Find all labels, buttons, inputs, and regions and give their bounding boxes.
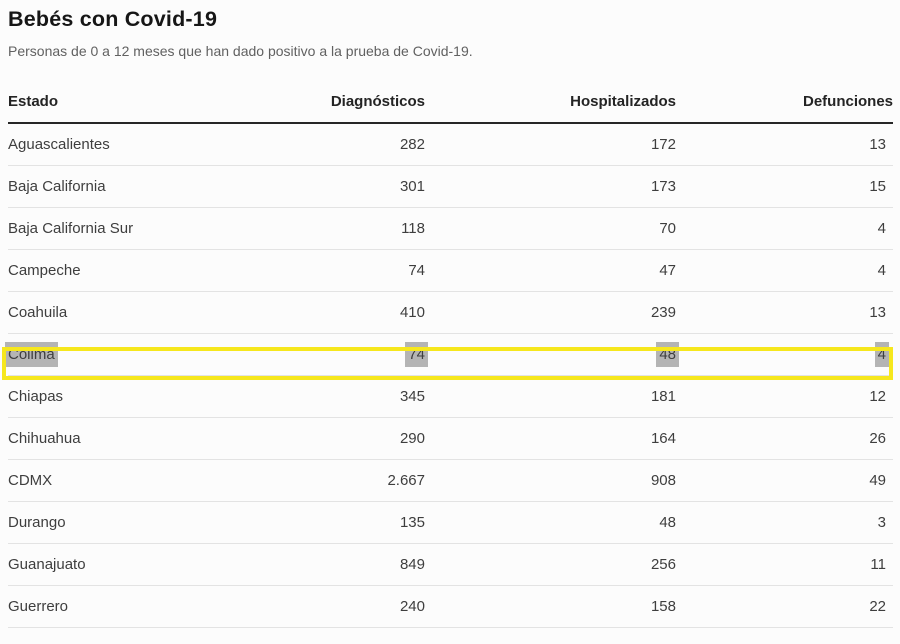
table-row: Chiapas 345 181 12 bbox=[8, 375, 893, 418]
table-row: CDMX 2.667 908 49 bbox=[8, 459, 893, 502]
cell-diagnosticos: 410 bbox=[308, 291, 425, 334]
highlighted-cell-text: 74 bbox=[405, 341, 428, 367]
cell-estado: Campeche bbox=[8, 249, 308, 292]
cell-hospitalizados: 48 bbox=[425, 333, 679, 376]
highlighted-cell-text: 4 bbox=[874, 341, 889, 367]
cell-diagnosticos: 290 bbox=[308, 417, 425, 460]
column-header-diagnosticos: Diagnósticos bbox=[308, 94, 425, 124]
cell-diagnosticos: 2.667 bbox=[308, 459, 425, 502]
cell-hospitalizados: 158 bbox=[425, 585, 676, 628]
cell-hospitalizados: 172 bbox=[425, 123, 676, 166]
cell-diagnosticos: 345 bbox=[308, 375, 425, 418]
cell-defunciones: 26 bbox=[676, 417, 893, 460]
cell-estado: Baja California Sur bbox=[8, 207, 308, 250]
cell-estado: Colima bbox=[5, 333, 308, 376]
cell-diagnosticos: 74 bbox=[308, 333, 428, 376]
cell-defunciones: 49 bbox=[676, 459, 893, 502]
cell-hospitalizados: 908 bbox=[425, 459, 676, 502]
chart-subtitle: Personas de 0 a 12 meses que han dado po… bbox=[8, 43, 473, 59]
cell-hospitalizados: 181 bbox=[425, 375, 676, 418]
cell-hospitalizados: 70 bbox=[425, 207, 676, 250]
cell-diagnosticos: 301 bbox=[308, 165, 425, 208]
cell-estado: Chihuahua bbox=[8, 417, 308, 460]
table-row: Chihuahua 290 164 26 bbox=[8, 417, 893, 460]
table-row: Baja California Sur 118 70 4 bbox=[8, 207, 893, 250]
cell-defunciones: 22 bbox=[676, 585, 893, 628]
cell-hospitalizados: 256 bbox=[425, 543, 676, 586]
data-table: Estado Diagnósticos Hospitalizados Defun… bbox=[5, 94, 893, 628]
cell-estado: Baja California bbox=[8, 165, 308, 208]
cell-estado: CDMX bbox=[8, 459, 308, 502]
cell-hospitalizados: 173 bbox=[425, 165, 676, 208]
cell-defunciones: 11 bbox=[676, 543, 893, 586]
cell-defunciones: 3 bbox=[676, 501, 893, 544]
table-row: Baja California 301 173 15 bbox=[8, 165, 893, 208]
cell-diagnosticos: 118 bbox=[308, 207, 425, 250]
cell-diagnosticos: 240 bbox=[308, 585, 425, 628]
cell-estado: Guerrero bbox=[8, 585, 308, 628]
table-row: Guanajuato 849 256 11 bbox=[8, 543, 893, 586]
table-header: Estado Diagnósticos Hospitalizados Defun… bbox=[8, 94, 893, 124]
table-row: Coahuila 410 239 13 bbox=[8, 291, 893, 334]
column-header-defunciones: Defunciones bbox=[676, 94, 893, 124]
cell-diagnosticos: 282 bbox=[308, 123, 425, 166]
highlighted-cell-text: Colima bbox=[5, 341, 58, 367]
cell-diagnosticos: 74 bbox=[308, 249, 425, 292]
cell-defunciones: 15 bbox=[676, 165, 893, 208]
cell-hospitalizados: 239 bbox=[425, 291, 676, 334]
cell-defunciones: 13 bbox=[676, 123, 893, 166]
cell-defunciones: 4 bbox=[676, 207, 893, 250]
table-row: Colima 74 48 4 bbox=[5, 333, 893, 376]
cell-estado: Guanajuato bbox=[8, 543, 308, 586]
column-header-estado: Estado bbox=[8, 94, 308, 124]
table-header-row: Estado Diagnósticos Hospitalizados Defun… bbox=[8, 94, 893, 124]
cell-estado: Coahuila bbox=[8, 291, 308, 334]
table-row: Durango 135 48 3 bbox=[8, 501, 893, 544]
cell-diagnosticos: 849 bbox=[308, 543, 425, 586]
highlighted-cell-text: 48 bbox=[656, 341, 679, 367]
table-row: Guerrero 240 158 22 bbox=[8, 585, 893, 628]
cell-estado: Durango bbox=[8, 501, 308, 544]
table-row: Aguascalientes 282 172 13 bbox=[8, 123, 893, 166]
cell-estado: Aguascalientes bbox=[8, 123, 308, 166]
table-row: Campeche 74 47 4 bbox=[8, 249, 893, 292]
cell-hospitalizados: 48 bbox=[425, 501, 676, 544]
cell-defunciones: 12 bbox=[676, 375, 893, 418]
cell-defunciones: 4 bbox=[676, 333, 893, 376]
cell-hospitalizados: 164 bbox=[425, 417, 676, 460]
column-header-hospitalizados: Hospitalizados bbox=[425, 94, 676, 124]
cell-defunciones: 4 bbox=[676, 249, 893, 292]
cell-defunciones: 13 bbox=[676, 291, 893, 334]
cell-estado: Chiapas bbox=[8, 375, 308, 418]
table-body: Aguascalientes 282 172 13 Baja California 301… bbox=[5, 123, 893, 628]
cell-diagnosticos: 135 bbox=[308, 501, 425, 544]
cell-hospitalizados: 47 bbox=[425, 249, 676, 292]
page-title: Bebés con Covid-19 bbox=[8, 7, 218, 31]
